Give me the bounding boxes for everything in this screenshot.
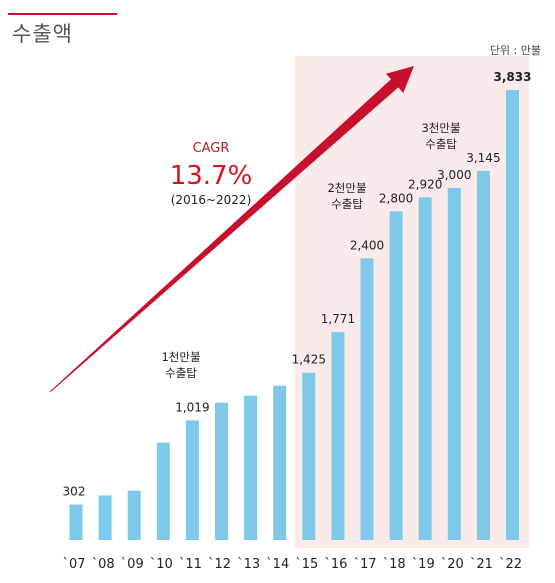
annotation-10m-line2: 수출탑: [165, 366, 197, 380]
x-tick-17: `17: [353, 557, 376, 572]
bar-20: [447, 187, 461, 540]
x-tick-14: `14: [266, 557, 289, 572]
value-label-07: 302: [63, 485, 86, 499]
x-tick-19: `19: [412, 557, 435, 572]
bar-09: [127, 490, 141, 540]
unit-label: 단위 : 만불: [489, 44, 541, 57]
bar-10: [156, 442, 170, 540]
cagr-value: 13.7%: [170, 161, 253, 191]
x-tick-labels-group: `07 `08 `09 `10 `11 `12 `13 `14 `15 `16 `17 `18 `19 `…: [62, 557, 522, 572]
value-label-17: 2,400: [350, 238, 384, 252]
bar-12: [215, 402, 228, 540]
value-label-15: 1,425: [292, 353, 326, 367]
value-label-22: 3,833: [494, 70, 532, 84]
annotation-30m-line2: 수출탑: [425, 137, 457, 151]
growth-arrow: [49, 66, 414, 393]
growth-arrow-shape: [49, 66, 414, 393]
annotation-20m-line2: 수출탑: [331, 197, 363, 211]
x-tick-20: `20: [441, 557, 464, 572]
bar-21: [476, 170, 490, 541]
value-label-16: 1,771: [321, 312, 355, 326]
bar-11: [185, 420, 199, 540]
x-tick-12: `12: [208, 557, 231, 572]
x-tick-13: `13: [237, 557, 260, 572]
cagr-label: CAGR: [193, 141, 230, 156]
x-tick-16: `16: [324, 557, 347, 572]
x-tick-22: `22: [499, 557, 522, 572]
annotation-30m-line1: 3천만불: [421, 121, 460, 135]
bar-07: [69, 504, 83, 540]
highlight-region: [294, 56, 530, 548]
value-label-21: 3,145: [466, 151, 500, 165]
bar-19: [418, 197, 432, 540]
cagr-range: (2016~2022): [171, 193, 252, 207]
bar-22: [506, 90, 519, 540]
title-underline: [8, 13, 117, 15]
bar-18: [389, 211, 403, 540]
bar-13: [244, 395, 258, 540]
bar-16: [331, 332, 345, 540]
bars-group: [69, 90, 519, 541]
x-tick-08: `08: [92, 557, 115, 572]
bar-17: [360, 258, 374, 540]
value-label-19: 2,920: [408, 177, 442, 191]
x-tick-11: `11: [179, 557, 202, 572]
x-tick-18: `18: [383, 557, 406, 572]
value-label-11: 1,019: [175, 400, 209, 414]
chart-title: 수출액: [12, 22, 73, 46]
value-label-20: 3,000: [437, 168, 471, 182]
x-tick-07: `07: [62, 557, 85, 572]
value-label-18: 2,800: [379, 191, 413, 205]
x-tick-09: `09: [121, 557, 144, 572]
x-tick-10: `10: [150, 557, 173, 572]
bar-15: [302, 372, 316, 540]
annotation-20m-line1: 2천만불: [327, 181, 366, 195]
x-tick-15: `15: [295, 557, 318, 572]
bar-14: [273, 385, 287, 540]
bar-08: [98, 495, 112, 540]
x-tick-21: `21: [470, 557, 493, 572]
annotation-10m-line1: 1천만불: [161, 350, 200, 364]
